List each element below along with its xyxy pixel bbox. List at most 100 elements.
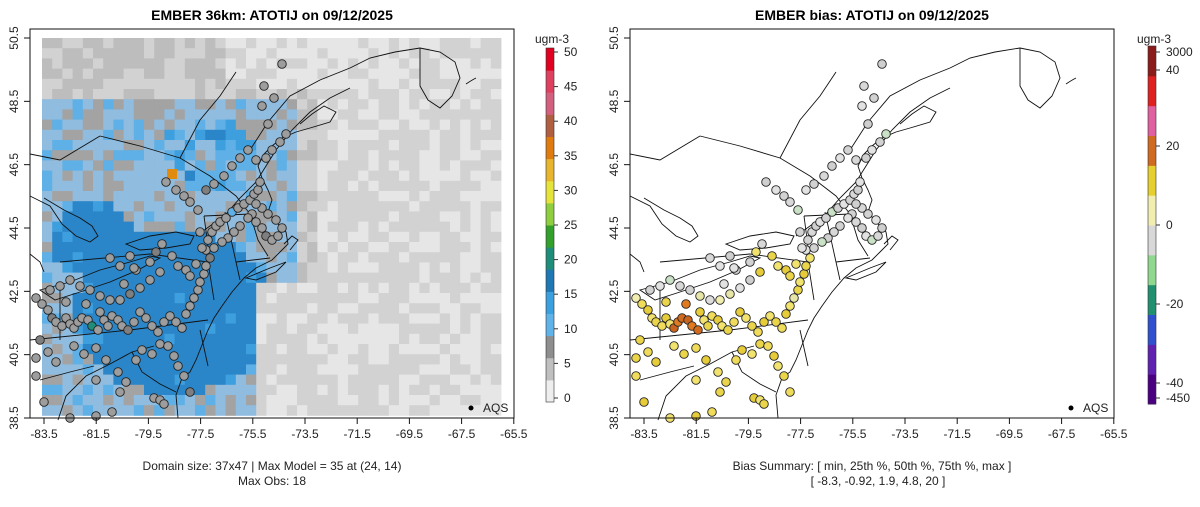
grid-cell xyxy=(307,333,318,345)
obs-point xyxy=(171,317,181,327)
grid-cell xyxy=(419,354,430,365)
grid-cell xyxy=(337,68,349,80)
grid-cell xyxy=(327,323,339,335)
grid-cell xyxy=(235,303,247,314)
grid-cell xyxy=(195,89,206,100)
grid-cell xyxy=(225,242,237,253)
grid-cell xyxy=(378,344,390,355)
grid-cell xyxy=(297,140,308,151)
grid-cell xyxy=(235,374,247,386)
grid-cell xyxy=(195,323,206,335)
grid-cell xyxy=(215,150,226,161)
grid-cell xyxy=(348,323,359,335)
grid-cell xyxy=(93,140,104,151)
obs-point xyxy=(173,361,183,371)
grid-cell xyxy=(52,38,63,49)
bias-point xyxy=(759,399,769,409)
grid-cell xyxy=(42,211,53,222)
grid-cell xyxy=(480,313,492,324)
grid-cell xyxy=(256,89,267,100)
grid-cell xyxy=(225,99,237,110)
grid-cell xyxy=(184,252,196,263)
grid-cell xyxy=(337,160,349,171)
grid-cell xyxy=(276,68,288,80)
grid-cell xyxy=(93,38,104,49)
grid-cell xyxy=(164,333,175,345)
grid-cell xyxy=(62,282,73,294)
grid-cell xyxy=(93,333,104,345)
grid-cell xyxy=(307,89,318,100)
boundary-line xyxy=(249,67,351,151)
boundary-line xyxy=(179,71,237,159)
grid-cell xyxy=(184,140,196,151)
grid-cell xyxy=(174,252,186,263)
grid-cell xyxy=(327,303,339,314)
left-cbar-label: 20 xyxy=(564,253,578,267)
grid-cell xyxy=(378,374,390,386)
grid-cell xyxy=(144,405,155,416)
grid-cell xyxy=(480,395,492,406)
grid-cell xyxy=(184,58,196,69)
grid-cell xyxy=(93,252,104,263)
bias-point xyxy=(755,339,765,349)
grid-cell xyxy=(123,191,135,202)
grid-cell xyxy=(72,354,84,365)
grid-cell xyxy=(133,364,145,375)
grid-cell xyxy=(378,211,390,222)
grid-cell xyxy=(460,344,471,355)
right-xtick-label: -77.5 xyxy=(787,427,815,441)
grid-cell xyxy=(266,384,277,396)
grid-cell xyxy=(429,333,441,345)
grid-cell xyxy=(154,150,165,161)
grid-cell xyxy=(215,405,226,416)
grid-cell xyxy=(348,201,359,212)
left-cbar-label: 10 xyxy=(564,322,578,336)
obs-point xyxy=(121,377,131,387)
grid-cell xyxy=(307,201,318,212)
obs-point xyxy=(81,299,91,309)
grid-cell xyxy=(399,252,410,263)
grid-cell xyxy=(133,313,145,324)
grid-cell xyxy=(42,191,53,202)
grid-cell xyxy=(62,201,73,212)
grid-cell xyxy=(256,354,267,365)
grid-cell xyxy=(215,231,226,243)
grid-cell xyxy=(62,221,73,233)
grid-cell xyxy=(154,364,165,375)
grid-cell xyxy=(286,58,298,69)
grid-cell xyxy=(82,344,94,355)
grid-cell xyxy=(490,395,502,406)
grid-cell xyxy=(164,354,175,365)
grid-cell xyxy=(327,201,339,212)
left-y-axis: 38.540.542.544.546.548.550.5 xyxy=(7,26,30,430)
grid-cell xyxy=(246,119,257,131)
grid-cell xyxy=(307,282,318,294)
grid-cell xyxy=(348,313,359,324)
grid-cell xyxy=(42,150,53,161)
grid-cell xyxy=(470,364,481,375)
grid-cell xyxy=(409,405,420,416)
boundary-line xyxy=(199,329,209,367)
grid-cell xyxy=(378,221,390,233)
grid-cell xyxy=(184,89,196,100)
right-cbar-label: 3000 xyxy=(1166,45,1193,59)
grid-cell xyxy=(388,282,400,294)
grid-cell xyxy=(388,323,400,335)
grid-cell xyxy=(429,272,441,284)
grid-cell xyxy=(154,48,165,59)
obs-point xyxy=(177,323,187,333)
grid-cell xyxy=(235,242,247,253)
bias-point xyxy=(745,275,755,285)
grid-cell xyxy=(480,384,492,396)
obs-point xyxy=(43,347,53,357)
grid-cell xyxy=(266,191,277,202)
grid-cell xyxy=(439,354,451,365)
grid-cell xyxy=(72,252,84,263)
grid-cell xyxy=(123,313,135,324)
grid-cell xyxy=(470,38,481,49)
grid-cell xyxy=(286,170,298,182)
grid-cell xyxy=(82,384,94,396)
grid-cell xyxy=(490,344,502,355)
grid-cell xyxy=(460,364,471,375)
grid-cell xyxy=(215,262,226,273)
